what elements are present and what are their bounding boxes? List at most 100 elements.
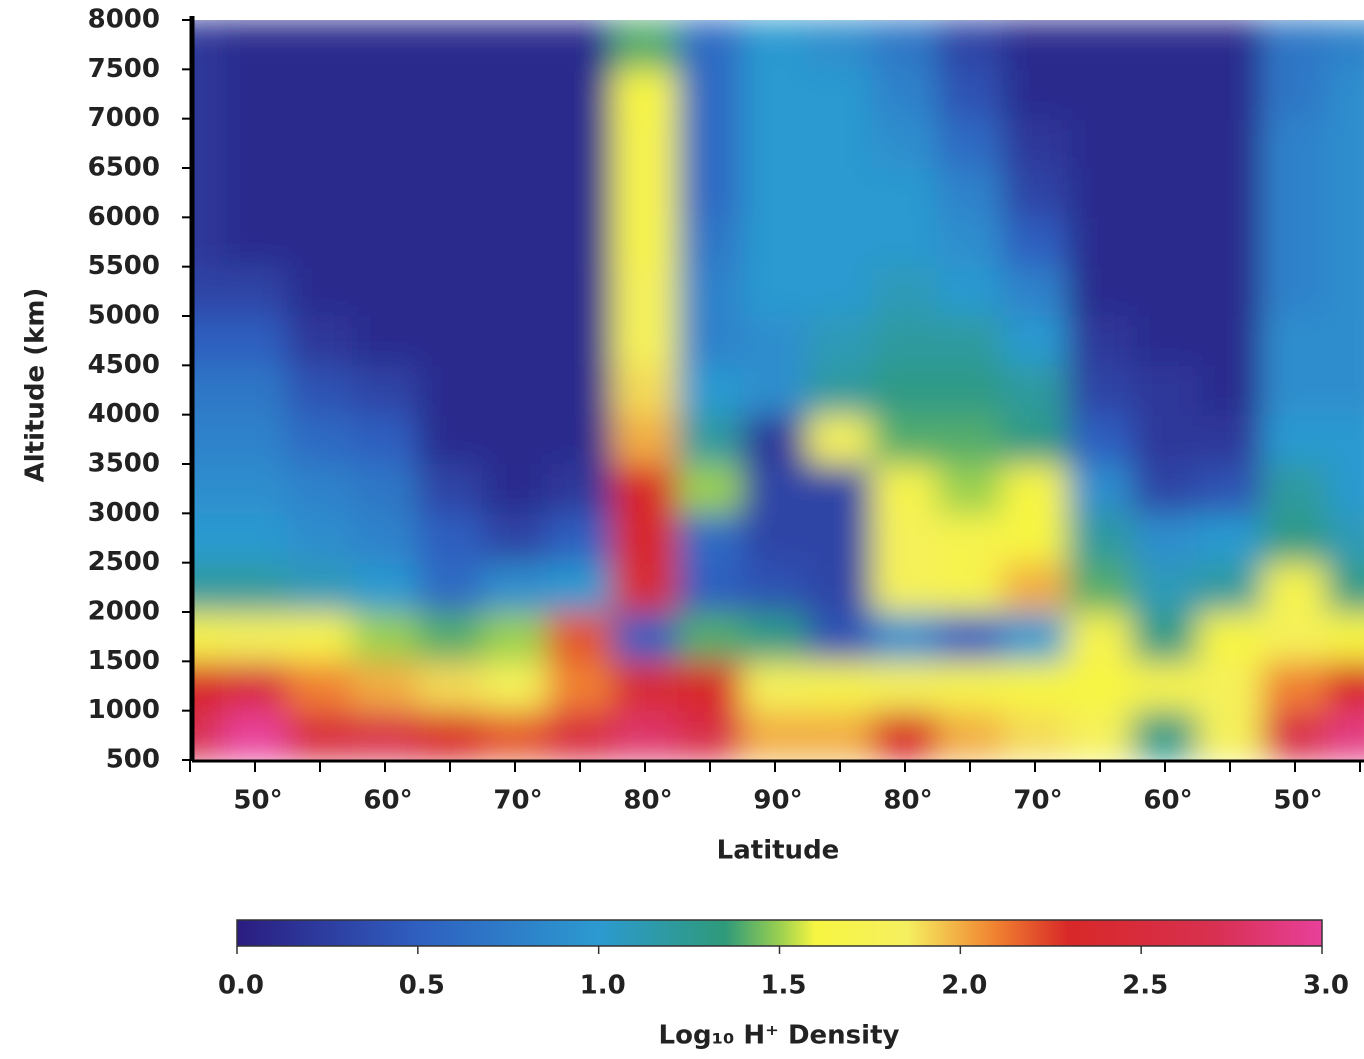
heat-cell: [937, 167, 1003, 218]
heatmap-cells: [192, 20, 1364, 760]
heat-cell: [1262, 660, 1328, 712]
heat-cell: [352, 68, 418, 120]
heat-cell: [807, 710, 873, 760]
heat-cell: [192, 611, 223, 662]
heat-cell: [872, 512, 938, 564]
heat-cell: [547, 68, 613, 120]
heat-cell: [872, 216, 938, 268]
x-axis-title: Latitude: [717, 836, 840, 866]
heat-cell: [742, 562, 808, 613]
heat-cell: [1002, 216, 1068, 268]
heat-cell: [287, 611, 353, 662]
y-tick-label: 6000: [88, 202, 160, 232]
heat-cell: [872, 611, 938, 662]
heat-cell: [612, 266, 678, 317]
heat-cell: [612, 660, 678, 712]
heat-cell: [872, 414, 938, 465]
heat-cell: [1327, 660, 1364, 712]
heat-cell: [482, 611, 548, 662]
colorbar-title: Log₁₀ H⁺ Density: [659, 1021, 900, 1051]
heat-cell: [612, 20, 678, 70]
heat-cell: [612, 315, 678, 366]
heat-cell: [1067, 512, 1133, 564]
heat-cell: [192, 315, 223, 366]
heat-cell: [352, 562, 418, 613]
heat-cell: [1327, 167, 1364, 218]
y-tick-label: 7000: [88, 103, 160, 133]
heat-cell: [287, 20, 353, 70]
heat-cell: [937, 216, 1003, 268]
heat-cell: [677, 414, 743, 465]
x-tick-label: 70°: [1013, 786, 1062, 816]
y-tick-label: 7500: [88, 54, 160, 84]
heat-cell: [677, 167, 743, 218]
heat-cell: [547, 710, 613, 760]
heat-cell: [1002, 463, 1068, 514]
colorbar-tick-label: 0.0: [218, 971, 264, 1001]
x-tick-label: 50°: [1273, 786, 1322, 816]
heat-cell: [222, 611, 288, 662]
heat-cell: [547, 463, 613, 514]
heat-cell: [417, 710, 483, 760]
heat-cell: [1262, 414, 1328, 465]
x-tick-label: 60°: [363, 786, 412, 816]
heat-cell: [417, 20, 483, 70]
colorbar-tick-label: 2.5: [1122, 971, 1168, 1001]
heat-cell: [482, 266, 548, 317]
heat-cell: [1067, 611, 1133, 662]
heat-cell: [482, 414, 548, 465]
heat-cell: [872, 660, 938, 712]
heat-cell: [1067, 216, 1133, 268]
heat-cell: [937, 660, 1003, 712]
heat-cell: [417, 512, 483, 564]
heat-cell: [1262, 68, 1328, 120]
heat-cell: [287, 118, 353, 169]
heat-cell: [192, 20, 223, 70]
heat-cell: [192, 463, 223, 514]
heat-cell: [807, 20, 873, 70]
heat-cell: [937, 364, 1003, 416]
heat-cell: [742, 167, 808, 218]
heat-cell: [1002, 710, 1068, 760]
heat-cell: [222, 562, 288, 613]
heat-cell: [352, 710, 418, 760]
colorbar-tick-label: 1.0: [580, 971, 626, 1001]
y-tick-label: 2000: [88, 597, 160, 627]
heat-cell: [612, 710, 678, 760]
heat-cell: [677, 512, 743, 564]
heat-cell: [1002, 266, 1068, 317]
heat-cell: [612, 562, 678, 613]
heat-cell: [547, 167, 613, 218]
heat-cell: [742, 414, 808, 465]
heat-cell: [937, 266, 1003, 317]
heat-cell: [677, 463, 743, 514]
heat-cell: [1132, 68, 1198, 120]
heat-cell: [1067, 68, 1133, 120]
heat-cell: [352, 512, 418, 564]
heat-cell: [1002, 315, 1068, 366]
heat-cell: [1327, 68, 1364, 120]
y-tick-label: 500: [106, 745, 160, 775]
heat-cell: [1197, 68, 1263, 120]
heat-cell: [1262, 167, 1328, 218]
y-tick-label: 4000: [88, 399, 160, 429]
heat-cell: [1132, 562, 1198, 613]
heat-cell: [1327, 315, 1364, 366]
heat-cell: [287, 660, 353, 712]
heat-cell: [677, 68, 743, 120]
heat-cell: [1132, 20, 1198, 70]
heat-cell: [222, 118, 288, 169]
heat-cell: [287, 216, 353, 268]
x-tick-label: 50°: [233, 786, 282, 816]
heat-cell: [1002, 364, 1068, 416]
heat-cell: [872, 68, 938, 120]
heat-cell: [547, 315, 613, 366]
heat-cell: [1197, 20, 1263, 70]
heat-cell: [742, 611, 808, 662]
heat-cell: [192, 660, 223, 712]
heat-cell: [677, 710, 743, 760]
heat-cell: [612, 512, 678, 564]
heat-cell: [1197, 118, 1263, 169]
heat-cell: [417, 216, 483, 268]
